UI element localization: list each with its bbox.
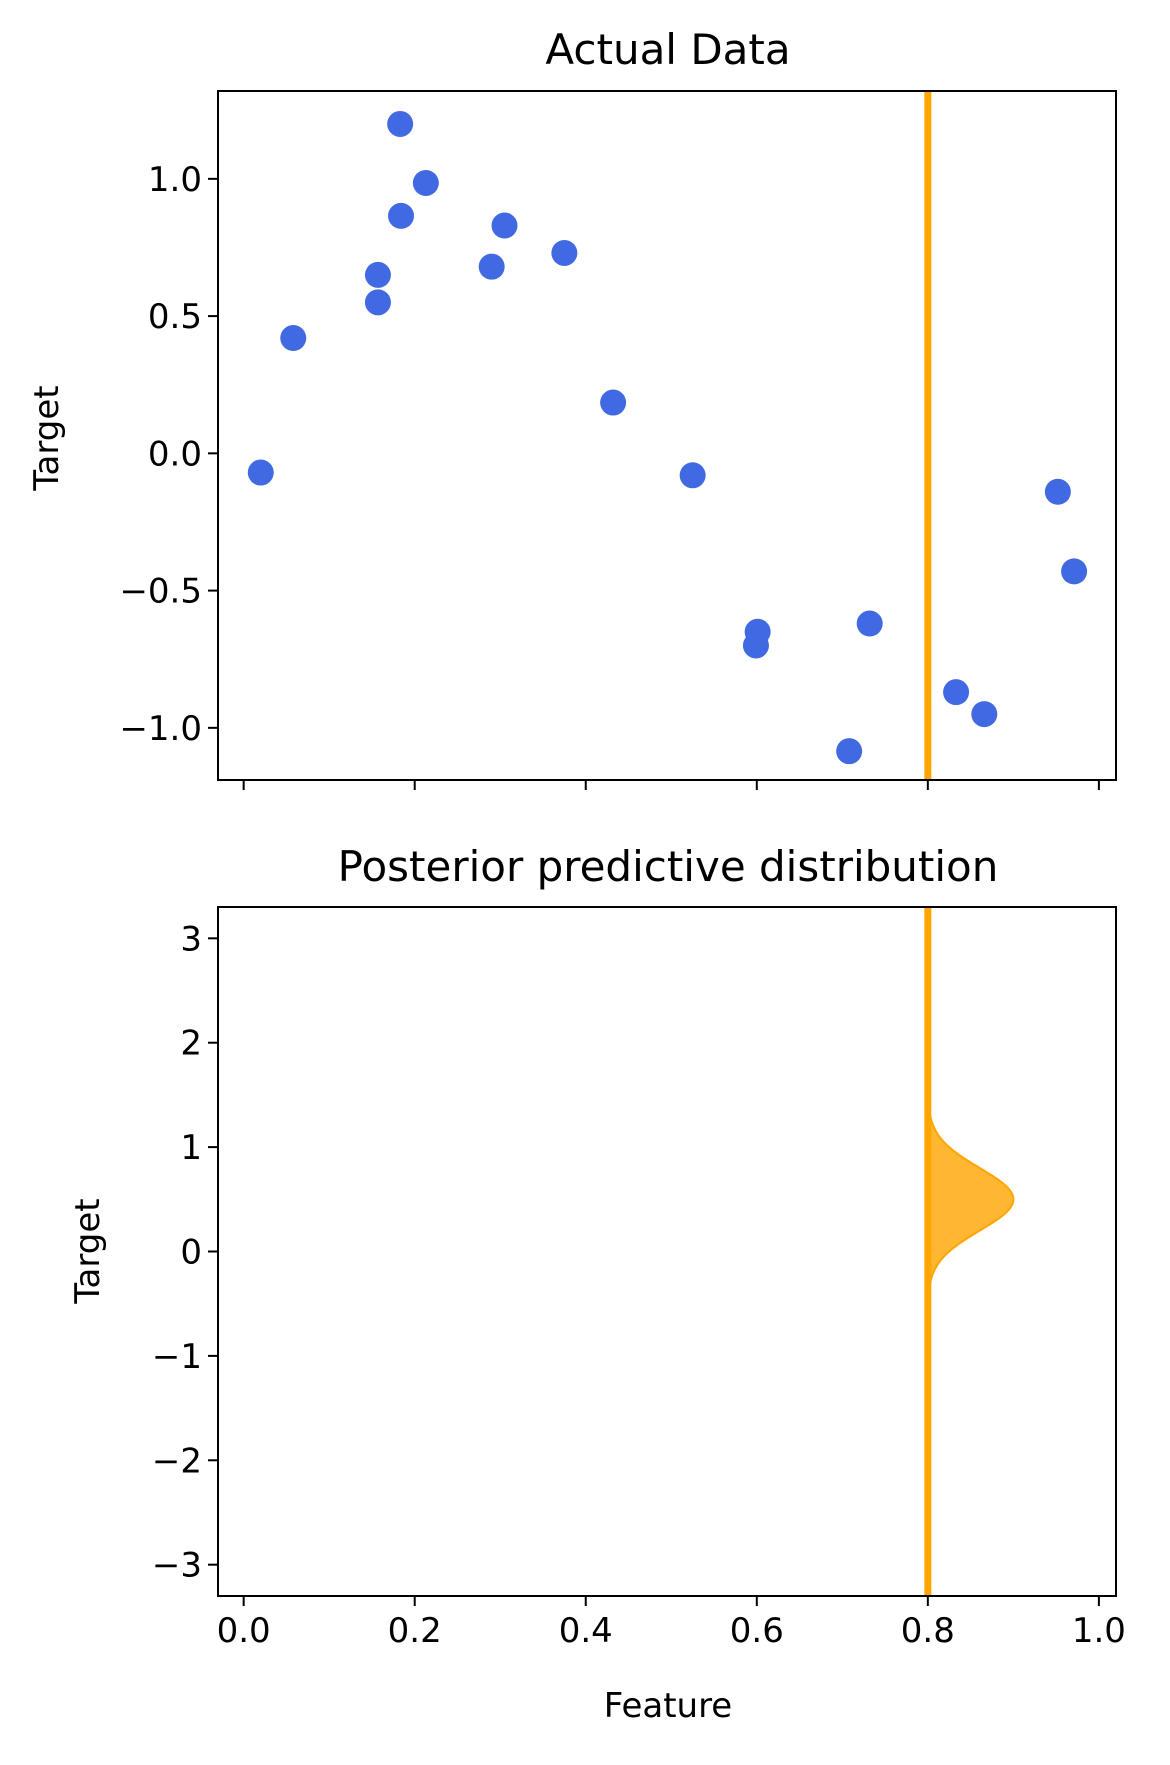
data-point — [600, 389, 627, 416]
posterior-x-ticks: 0.0 0.2 0.4 0.6 0.8 1.0 — [217, 1596, 1126, 1651]
data-point — [364, 289, 391, 316]
data-point — [388, 202, 415, 229]
data-point — [551, 239, 578, 266]
posterior-x-tick-label: 0.0 — [217, 1611, 271, 1651]
posterior-y-tick-label: 1 — [180, 1128, 202, 1168]
posterior-panel: Posterior predictive distribution Target… — [68, 842, 1126, 1726]
scatter-axes-frame — [217, 90, 1117, 781]
posterior-x-tick-label: 0.8 — [901, 1611, 955, 1651]
scatter-y-ticks: −1.0 −0.5 0.0 0.5 1.0 — [119, 160, 218, 749]
posterior-axes-frame — [217, 906, 1117, 1597]
posterior-x-axis-label: Feature — [604, 1686, 732, 1726]
scatter-y-tick-label: −0.5 — [119, 572, 202, 612]
scatter-y-tick-label: 0.0 — [148, 434, 202, 474]
data-point — [1044, 478, 1071, 505]
data-point — [280, 325, 307, 352]
posterior-y-tick-label: −1 — [152, 1337, 202, 1377]
scatter-x-ticks — [242, 780, 1100, 790]
posterior-y-ticks: −3 −2 −1 0 1 2 3 — [152, 919, 218, 1586]
scatter-panel: Actual Data Target −1.0 −0.5 0.0 0.5 1.0 — [27, 25, 1117, 790]
data-point — [856, 610, 883, 637]
posterior-y-tick-label: 3 — [180, 919, 202, 959]
data-point — [679, 462, 706, 489]
posterior-x-tick-label: 0.2 — [388, 1611, 442, 1651]
scatter-y-tick-label: −1.0 — [119, 709, 202, 749]
data-point — [364, 261, 391, 288]
scatter-plot-area — [247, 91, 1088, 780]
data-point — [971, 701, 998, 728]
scatter-y-tick-label: 1.0 — [148, 160, 202, 200]
posterior-y-tick-label: −2 — [152, 1441, 202, 1481]
posterior-y-axis-label: Target — [68, 1198, 108, 1304]
data-point — [247, 459, 274, 486]
posterior-x-tick-label: 1.0 — [1072, 1611, 1126, 1651]
scatter-y-tick-label: 0.5 — [148, 297, 202, 337]
data-point — [744, 618, 771, 645]
posterior-plot-area — [924, 907, 1015, 1596]
data-point — [387, 110, 414, 137]
data-point — [412, 169, 439, 196]
data-point — [836, 738, 863, 765]
posterior-x-tick-label: 0.6 — [730, 1611, 784, 1651]
data-point — [1061, 558, 1088, 585]
data-point — [491, 212, 518, 239]
posterior-chart-title: Posterior predictive distribution — [338, 842, 999, 891]
posterior-density-area — [926, 1083, 1015, 1316]
posterior-x-tick-label: 0.4 — [559, 1611, 613, 1651]
posterior-y-tick-label: −3 — [152, 1546, 202, 1586]
data-point — [943, 679, 970, 706]
posterior-y-tick-label: 2 — [180, 1024, 202, 1064]
scatter-y-axis-label: Target — [27, 385, 67, 491]
posterior-y-tick-label: 0 — [180, 1233, 202, 1273]
data-point — [478, 253, 505, 280]
scatter-chart-title: Actual Data — [545, 25, 790, 74]
